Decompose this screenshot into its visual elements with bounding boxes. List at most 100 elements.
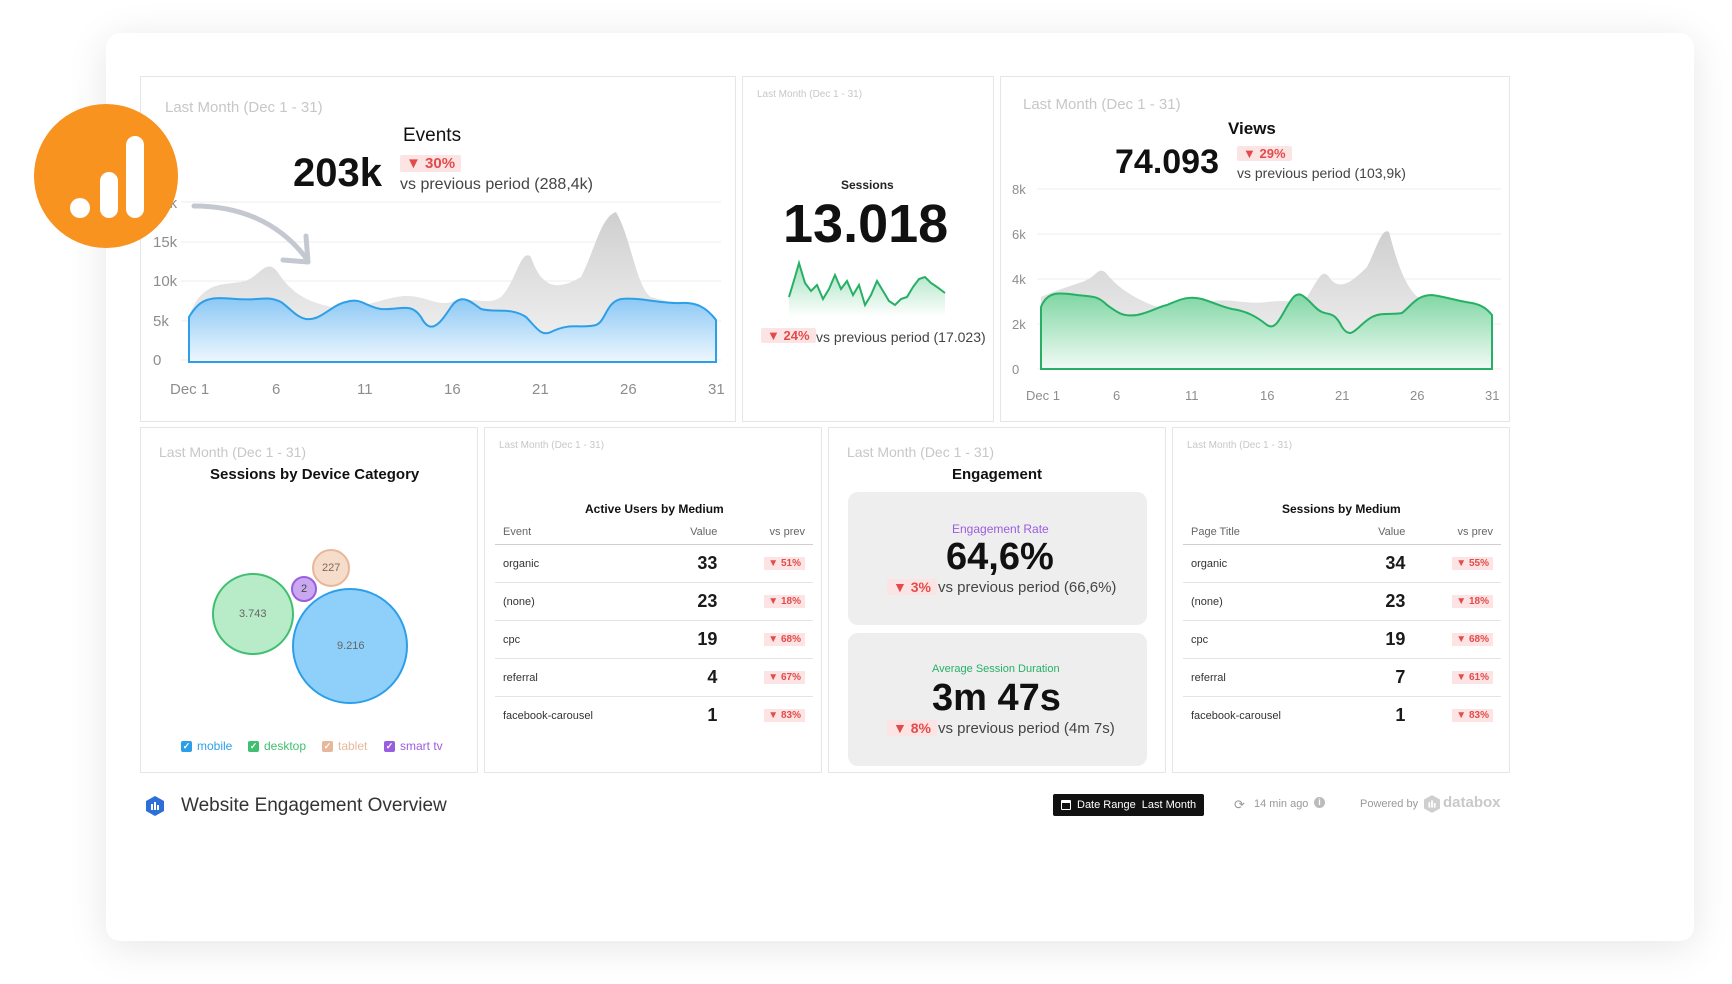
events-title: Events: [403, 125, 462, 146]
change-badge: ▼ 18%: [764, 595, 805, 608]
powered-by-label: Powered by: [1360, 798, 1419, 810]
sessions-comparison: vs previous period (17.023): [816, 329, 986, 345]
bubble-tablet-label: 227: [322, 562, 341, 574]
row-value: 1: [1395, 705, 1406, 726]
engagement-rate-card: Engagement Rate 64,6% ▼ 3% vs previous p…: [848, 492, 1147, 625]
active-users-period: Last Month (Dec 1 - 31): [499, 440, 605, 451]
device-title: Sessions by Device Category: [210, 466, 420, 483]
views-x-tick: 31: [1485, 388, 1500, 403]
table-row[interactable]: organic 33 ▼ 51%: [495, 544, 813, 583]
table-row[interactable]: cpc 19 ▼ 68%: [1183, 620, 1501, 659]
dashboard-card: Last Month (Dec 1 - 31) Events 203k ▼ 30…: [106, 33, 1694, 941]
column-header: Value: [1346, 520, 1414, 545]
table-row[interactable]: (none) 23 ▼ 18%: [1183, 582, 1501, 621]
events-y-tick: 5k: [153, 313, 169, 330]
legend-mobile[interactable]: ✓ mobile: [181, 739, 232, 753]
session-duration-change: ▼ 8%: [887, 720, 937, 736]
row-name: cpc: [1183, 620, 1347, 659]
sessions-spark-line: [788, 259, 946, 308]
databox-brand: databox: [1443, 794, 1501, 811]
date-range-value: Last Month: [1141, 799, 1197, 811]
column-header: Event: [495, 520, 659, 545]
engagement-rate-comparison: vs previous period (66,6%): [938, 579, 1117, 596]
events-change-badge: ▼ 30%: [400, 155, 462, 172]
sessions-medium-table: Page Title Value vs prev organic 34 ▼ 55% …: [1183, 520, 1501, 735]
sessions-medium-period: Last Month (Dec 1 - 31): [1187, 440, 1293, 451]
checkbox-icon[interactable]: ✓: [248, 740, 259, 752]
table-row[interactable]: organic 34 ▼ 55%: [1183, 544, 1501, 583]
events-x-tick: Dec 1: [170, 381, 210, 398]
table-row[interactable]: facebook-carousel 1 ▼ 83%: [495, 697, 813, 735]
legend-smart-tv[interactable]: ✓ smart tv: [384, 739, 443, 753]
change-badge: ▼ 83%: [1452, 709, 1493, 723]
engagement-period: Last Month (Dec 1 - 31): [847, 444, 995, 460]
column-header: Value: [658, 520, 726, 545]
legend-tablet-label: tablet: [338, 739, 368, 753]
analytics-logo-badge: [34, 104, 178, 248]
active-users-title: Active Users by Medium: [585, 502, 724, 516]
events-x-tick: 31: [708, 381, 725, 398]
events-comparison: vs previous period (288,4k): [400, 176, 593, 193]
bubble-tablet[interactable]: [312, 549, 350, 587]
legend-tablet[interactable]: ✓ tablet: [322, 739, 367, 753]
databox-brand-icon: [1424, 795, 1440, 813]
row-name: facebook-carousel: [503, 709, 593, 722]
session-duration-label: Average Session Duration: [932, 663, 1060, 675]
row-value: 19: [658, 620, 726, 659]
checkbox-icon[interactable]: ✓: [322, 740, 333, 752]
row-value: 19: [1346, 620, 1414, 659]
sessions-medium-title: Sessions by Medium: [1282, 502, 1401, 516]
session-duration-card: Average Session Duration 3m 47s ▼ 8% vs …: [848, 633, 1147, 766]
refresh-icon[interactable]: ⟳: [1234, 797, 1245, 812]
events-x-tick: 21: [532, 381, 549, 398]
row-name: referral: [495, 658, 659, 697]
engagement-panel: Last Month (Dec 1 - 31) Engagement Engag…: [828, 427, 1166, 773]
row-value: 7: [1346, 658, 1414, 697]
views-period: Last Month (Dec 1 - 31): [1023, 96, 1181, 113]
sessions-change-badge: ▼ 24%: [761, 328, 816, 343]
checkbox-icon[interactable]: ✓: [384, 740, 395, 752]
sessions-sparkline: [788, 259, 946, 317]
table-header: Event Value vs prev: [495, 520, 813, 545]
sessions-medium-panel: Last Month (Dec 1 - 31) Sessions by Medi…: [1172, 427, 1510, 773]
events-x-tick: 6: [272, 381, 281, 398]
change-badge: ▼ 68%: [764, 633, 805, 646]
table-row[interactable]: referral 7 ▼ 61%: [1183, 658, 1501, 697]
session-duration-value: 3m 47s: [932, 677, 1061, 719]
sessions-value: 13.018: [783, 194, 949, 254]
views-y-tick: 6k: [1012, 227, 1026, 242]
checkbox-icon[interactable]: ✓: [181, 740, 192, 752]
views-x-tick: 11: [1185, 388, 1199, 403]
info-icon[interactable]: i: [1314, 797, 1325, 808]
events-y-tick: 0: [153, 352, 162, 369]
engagement-title: Engagement: [952, 466, 1043, 483]
table-row[interactable]: cpc 19 ▼ 68%: [495, 620, 813, 659]
row-value: 23: [658, 582, 726, 621]
events-area-chart: [181, 201, 721, 363]
table-row[interactable]: (none) 23 ▼ 18%: [495, 582, 813, 621]
views-y-tick: 4k: [1012, 272, 1026, 287]
views-panel: Last Month (Dec 1 - 31) Views 74.093 ▼ 2…: [1000, 76, 1510, 422]
row-value: 1: [707, 705, 718, 726]
views-y-tick: 2k: [1012, 317, 1026, 332]
events-period: Last Month (Dec 1 - 31): [165, 99, 323, 116]
date-range-button[interactable]: Date Range Last Month: [1053, 794, 1205, 816]
events-panel: Last Month (Dec 1 - 31) Events 203k ▼ 30…: [140, 76, 736, 422]
row-name: (none): [1183, 582, 1347, 621]
events-value: 203k: [293, 151, 382, 195]
bubble-mobile[interactable]: [292, 588, 408, 704]
bubble-desktop[interactable]: [212, 573, 294, 655]
last-updated: 14 min ago: [1254, 798, 1309, 810]
row-name: (none): [495, 582, 659, 621]
sessions-title: Sessions: [841, 178, 894, 192]
change-badge: ▼ 18%: [1452, 595, 1493, 608]
legend-desktop[interactable]: ✓ desktop: [248, 739, 306, 753]
column-header: Page Title: [1183, 520, 1347, 545]
bubble-mobile-label: 9.216: [337, 640, 365, 652]
bubble-smart-tv[interactable]: [291, 576, 317, 602]
column-header: vs prev: [1413, 520, 1501, 545]
views-change-badge: ▼ 29%: [1237, 146, 1292, 161]
table-row[interactable]: facebook-carousel 1 ▼ 83%: [1183, 697, 1501, 735]
table-row[interactable]: referral 4 ▼ 67%: [495, 658, 813, 697]
change-badge: ▼ 51%: [764, 557, 805, 570]
